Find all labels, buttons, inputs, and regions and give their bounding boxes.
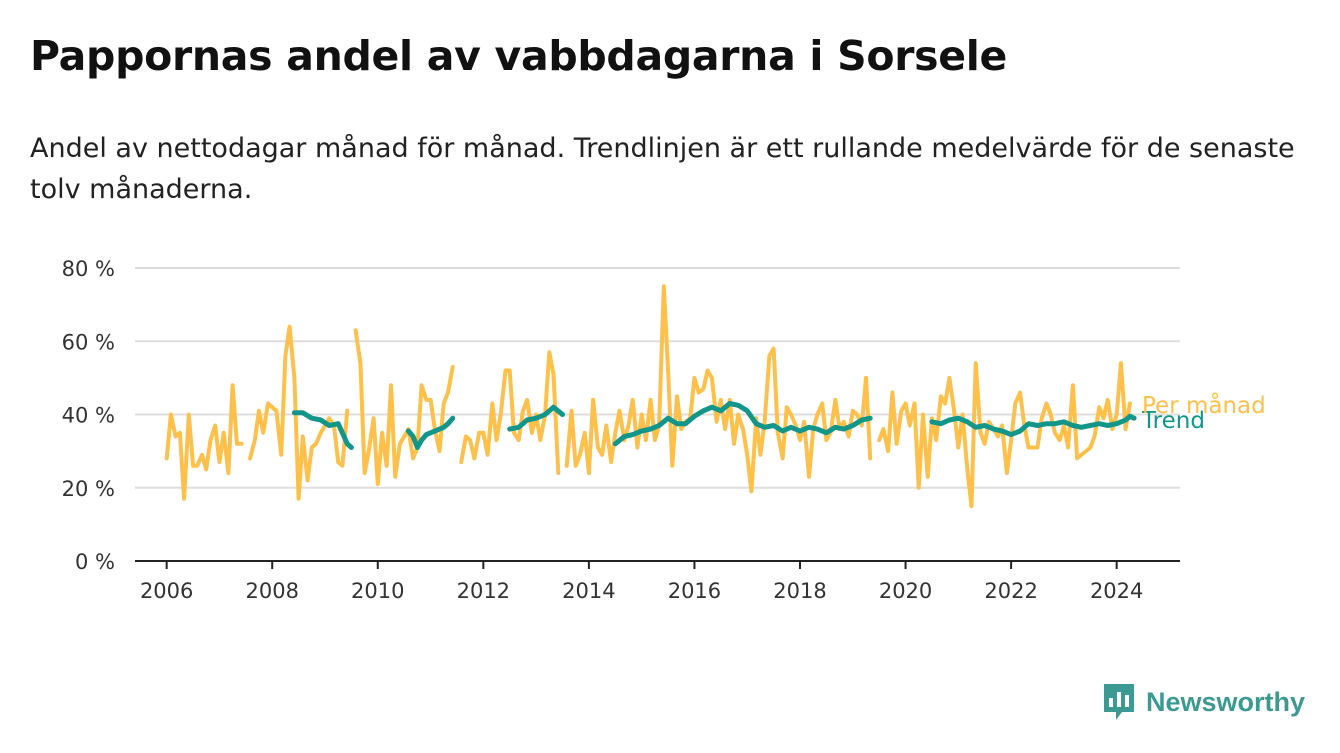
series-line-per-manad — [459, 350, 561, 476]
x-tick-label: 2014 — [562, 579, 615, 603]
x-tick-label: 2006 — [140, 579, 193, 603]
series-line-per-manad — [564, 284, 873, 494]
brand-name: Newsworthy — [1146, 686, 1306, 717]
chart-subtitle: Andel av nettodagar månad för månad. Tre… — [30, 133, 1295, 205]
series-lines — [164, 284, 1137, 509]
chart-title: Pappornas andel av vabbdagarna i Sorsele — [30, 32, 1008, 80]
series-label-per-manad: Per månad — [1142, 391, 1266, 419]
y-tick-label: 80 % — [62, 257, 115, 281]
series-line-per-manad — [353, 328, 455, 487]
y-tick-label: 0 % — [75, 550, 115, 574]
series-line-trend — [929, 413, 1137, 438]
x-tick-label: 2020 — [879, 579, 932, 603]
series-line-trend — [405, 415, 456, 450]
x-tick-label: 2010 — [351, 579, 404, 603]
bar-chart-badge-icon — [1104, 684, 1134, 720]
x-tick-label: 2008 — [245, 579, 298, 603]
x-tick-label: 2012 — [457, 579, 510, 603]
y-tick-label: 60 % — [62, 330, 115, 354]
grid-lines — [135, 267, 1180, 489]
series-label-trend: Trend — [1141, 408, 1205, 434]
series-line-per-manad — [164, 383, 244, 501]
series-line-trend — [507, 404, 565, 432]
y-axis-tick-labels: 0 % 20 % 40 % 60 % 80 % — [62, 257, 115, 574]
brand-logo: Newsworthy — [1102, 682, 1305, 722]
series-line-trend — [291, 410, 354, 450]
x-tick-label: 2024 — [1090, 579, 1143, 603]
series-line-per-manad — [248, 324, 350, 501]
y-tick-label: 20 % — [62, 477, 115, 501]
y-tick-label: 40 % — [62, 404, 115, 428]
series-line-trend — [612, 401, 873, 447]
x-tick-label: 2022 — [984, 579, 1037, 603]
x-axis: 2006 2008 2010 2012 2014 2016 2018 2020 2022 2024 — [135, 560, 1180, 603]
x-tick-label: 2018 — [773, 579, 826, 603]
x-tick-label: 2016 — [668, 579, 721, 603]
series-line-per-manad — [877, 361, 1132, 509]
